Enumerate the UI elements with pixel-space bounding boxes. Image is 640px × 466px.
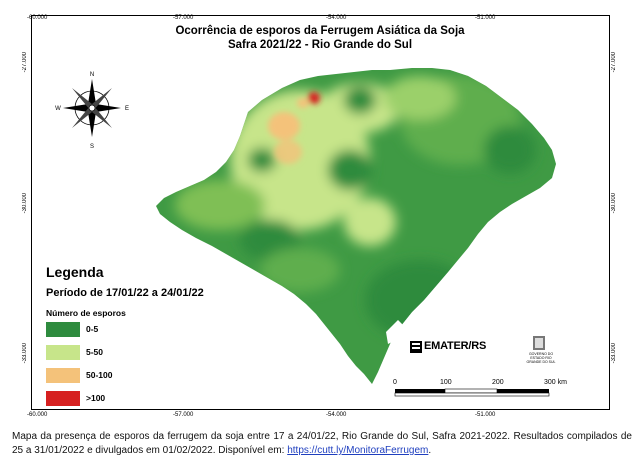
compass-rose-icon <box>63 79 121 137</box>
caption-text: Mapa da presença de esporos da ferrugem … <box>12 431 632 456</box>
scale-label-0: 0 <box>393 379 397 386</box>
lagoa-dos-patos-south <box>436 266 470 296</box>
lagoa-dos-patos <box>470 230 506 266</box>
legend-item-0-5: 0-5 <box>46 322 226 338</box>
legend-period: Período de 17/01/22 a 24/01/22 <box>46 287 204 299</box>
region-5-50-ne <box>384 76 456 120</box>
legend-swatch-50-100 <box>46 368 80 383</box>
region-50-100-b <box>274 140 302 164</box>
compass-e: E <box>125 106 129 112</box>
region-south-low <box>365 260 475 340</box>
legend-swatch-over-100 <box>46 391 80 406</box>
region-east-low <box>484 126 536 174</box>
region-west-mid <box>175 180 265 230</box>
legend-label-5-50: 5-50 <box>86 347 104 357</box>
region-center-low <box>328 150 372 190</box>
region-50-100-c <box>297 98 309 108</box>
tick-bottom-3: -54.000 <box>326 412 347 418</box>
map-subtitle: Safra 2021/22 - Rio Grande do Sul <box>227 39 413 51</box>
caption-link[interactable]: https://cutt.ly/MonitoraFerrugem <box>287 445 429 456</box>
compass-n: N <box>90 72 94 78</box>
government-logo-text: GOVERNO DO ESTADO RIO GRANDE DO SUL <box>526 352 556 364</box>
lagoa-mirim <box>386 320 404 344</box>
caption-end: . <box>428 445 432 456</box>
tick-top-2: -57.000 <box>173 15 194 21</box>
region-5-50-center <box>344 198 396 246</box>
tick-top-4: -51.000 <box>475 15 496 21</box>
map-title: Ocorrência de esporos da Ferrugem Asiáti… <box>175 25 465 37</box>
region-north-low <box>344 86 376 114</box>
region-southwest-mid <box>260 248 340 292</box>
tick-bottom-4: -51.000 <box>475 412 496 418</box>
legend-label-over-100: >100 <box>86 393 106 403</box>
legend-subtitle: Número de esporos <box>46 308 126 318</box>
scale-label-100: 100 <box>440 379 452 386</box>
legend-label-50-100: 50-100 <box>86 370 113 380</box>
legend-item-5-50: 5-50 <box>46 345 226 361</box>
compass-s: S <box>90 144 94 150</box>
emater-logo-icon <box>410 341 422 353</box>
scale-bar <box>394 388 550 397</box>
region-nw-low <box>248 148 276 172</box>
legend-item-over-100: >100 <box>46 391 226 407</box>
tick-bottom-2: -57.000 <box>173 412 194 418</box>
tick-bottom-1: -60.000 <box>27 412 48 418</box>
legend-title: Legenda <box>46 264 104 280</box>
region-over-100 <box>308 92 320 104</box>
region-50-100-a <box>268 112 300 140</box>
legend-label-0-5: 0-5 <box>86 324 99 334</box>
tick-top-3: -54.000 <box>326 15 347 21</box>
figure-caption: Mapa da presença de esporos da ferrugem … <box>12 430 632 458</box>
emater-logo-text: EMATER/RS <box>424 340 487 352</box>
compass-w: W <box>55 106 61 112</box>
scale-label-200: 200 <box>492 379 504 386</box>
legend-swatch-0-5 <box>46 322 80 337</box>
scale-label-300: 300 km <box>544 379 567 386</box>
tick-top-1: -60.000 <box>27 15 48 21</box>
government-seal-icon <box>533 336 545 350</box>
legend-item-50-100: 50-100 <box>46 368 226 384</box>
legend-swatch-5-50 <box>46 345 80 360</box>
